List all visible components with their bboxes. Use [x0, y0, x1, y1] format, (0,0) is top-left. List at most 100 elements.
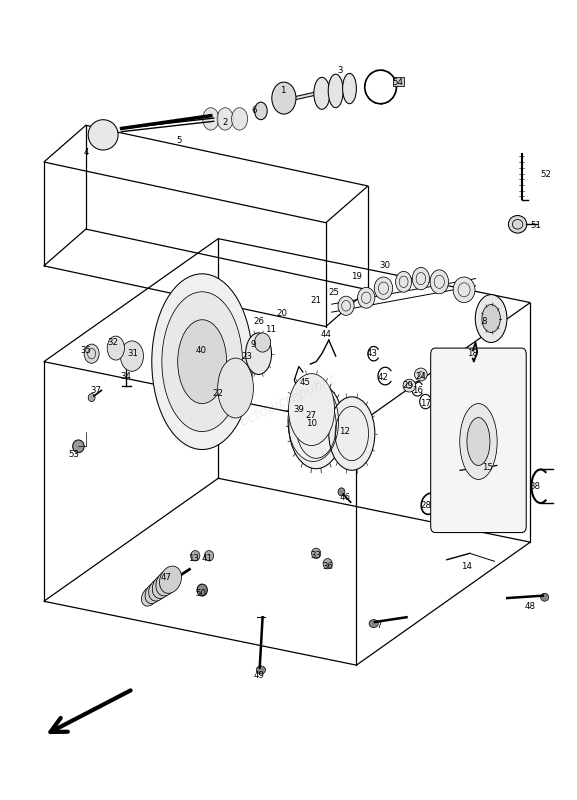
Ellipse shape — [288, 382, 343, 469]
FancyBboxPatch shape — [430, 348, 526, 533]
Text: 18: 18 — [467, 349, 478, 358]
Text: 3: 3 — [338, 66, 343, 75]
Ellipse shape — [453, 277, 475, 302]
Text: 11: 11 — [265, 326, 276, 334]
Ellipse shape — [329, 397, 375, 470]
Text: 39: 39 — [294, 405, 304, 414]
Text: 49: 49 — [253, 671, 264, 680]
Ellipse shape — [218, 358, 253, 418]
Ellipse shape — [374, 277, 393, 299]
Text: 50: 50 — [196, 589, 207, 598]
Ellipse shape — [412, 267, 429, 290]
Text: 38: 38 — [529, 482, 541, 490]
Text: 45: 45 — [299, 378, 310, 387]
Ellipse shape — [475, 294, 507, 342]
Ellipse shape — [286, 98, 294, 108]
Ellipse shape — [369, 620, 379, 628]
Ellipse shape — [358, 287, 375, 308]
Text: 21: 21 — [310, 296, 321, 305]
Ellipse shape — [414, 368, 427, 381]
Text: 12: 12 — [339, 427, 350, 437]
Ellipse shape — [152, 274, 253, 450]
Text: 10: 10 — [306, 419, 317, 429]
Text: 40: 40 — [196, 346, 207, 355]
Ellipse shape — [159, 566, 182, 594]
Ellipse shape — [254, 333, 271, 352]
Text: 27: 27 — [305, 411, 316, 421]
Text: 54: 54 — [392, 78, 403, 86]
Text: 36: 36 — [322, 562, 333, 570]
Text: 44: 44 — [320, 330, 331, 339]
Ellipse shape — [323, 558, 332, 569]
Ellipse shape — [156, 570, 177, 596]
Text: 51: 51 — [530, 222, 541, 230]
Ellipse shape — [152, 574, 172, 598]
Text: 46: 46 — [339, 493, 350, 502]
Ellipse shape — [203, 108, 219, 130]
Ellipse shape — [460, 403, 497, 479]
Ellipse shape — [246, 333, 272, 374]
Text: 15: 15 — [482, 463, 493, 472]
Text: 23: 23 — [242, 351, 253, 361]
Ellipse shape — [231, 108, 248, 130]
Ellipse shape — [288, 374, 335, 446]
Ellipse shape — [162, 292, 242, 431]
Text: 37: 37 — [90, 386, 101, 395]
Text: 35: 35 — [80, 346, 91, 355]
Text: 33: 33 — [310, 551, 321, 560]
Text: 52: 52 — [541, 170, 552, 179]
Ellipse shape — [149, 578, 167, 601]
Ellipse shape — [107, 336, 125, 360]
Text: 42: 42 — [378, 373, 389, 382]
Ellipse shape — [73, 440, 84, 453]
Ellipse shape — [273, 90, 281, 99]
Bar — [394, 77, 404, 86]
Ellipse shape — [482, 305, 500, 333]
Ellipse shape — [121, 341, 144, 371]
Ellipse shape — [145, 582, 163, 603]
Ellipse shape — [403, 379, 415, 392]
Ellipse shape — [254, 102, 267, 120]
Text: 30: 30 — [380, 262, 391, 270]
Text: 19: 19 — [351, 272, 362, 281]
Text: 32: 32 — [107, 338, 118, 347]
Text: 16: 16 — [413, 386, 424, 395]
Text: 20: 20 — [276, 310, 287, 318]
Text: 2: 2 — [222, 118, 228, 127]
Ellipse shape — [204, 550, 213, 561]
Text: 5: 5 — [177, 136, 182, 145]
Text: 43: 43 — [366, 349, 377, 358]
Text: 48: 48 — [524, 602, 536, 610]
Ellipse shape — [272, 82, 296, 114]
Ellipse shape — [217, 108, 233, 130]
Text: 29: 29 — [403, 381, 414, 390]
Text: 17: 17 — [420, 399, 431, 409]
Text: 25: 25 — [328, 288, 339, 297]
Ellipse shape — [197, 584, 207, 596]
Text: 13: 13 — [188, 554, 199, 562]
Text: Ectopicrepublic: Ectopicrepublic — [237, 371, 340, 429]
Ellipse shape — [314, 78, 330, 110]
Ellipse shape — [541, 594, 549, 602]
Ellipse shape — [328, 74, 343, 108]
Text: 31: 31 — [128, 349, 138, 358]
Text: 28: 28 — [420, 501, 431, 510]
Ellipse shape — [256, 666, 265, 674]
Ellipse shape — [467, 418, 490, 466]
Ellipse shape — [88, 394, 95, 402]
Text: 47: 47 — [161, 573, 172, 582]
Ellipse shape — [84, 344, 99, 363]
Ellipse shape — [508, 215, 527, 233]
Text: 1: 1 — [280, 86, 286, 95]
Text: 24: 24 — [415, 371, 426, 381]
Ellipse shape — [141, 586, 158, 606]
Ellipse shape — [396, 271, 411, 292]
Text: 4: 4 — [83, 148, 89, 157]
Text: 8: 8 — [481, 318, 487, 326]
Ellipse shape — [178, 320, 227, 403]
Ellipse shape — [88, 120, 118, 150]
Ellipse shape — [343, 74, 357, 104]
Text: 14: 14 — [462, 562, 473, 570]
Text: 9: 9 — [250, 339, 256, 349]
Text: 53: 53 — [69, 450, 80, 459]
